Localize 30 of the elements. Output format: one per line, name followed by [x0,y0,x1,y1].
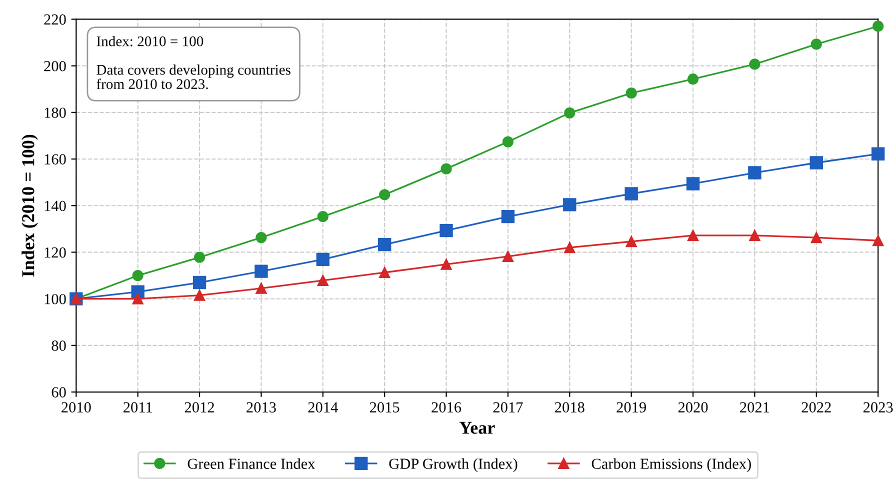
x-tick-label: 2023 [863,402,893,412]
x-tick-label: 2010 [62,402,91,412]
y-tick-label: 100 [44,294,66,304]
x-tick-label: 2012 [184,402,214,412]
x-tick-label: 2020 [678,402,708,412]
x-tick-label: 2011 [124,402,152,412]
x-tick-label: 2022 [802,402,831,412]
y-tick-label: 200 [44,60,66,72]
y-tick-label: 60 [52,387,66,398]
x-tick-label: 2014 [308,402,338,412]
x-tick-label: 2017 [493,402,523,412]
y-tick-label: 80 [52,340,66,351]
y-axis-title: Index (2010 = 100) [22,134,38,277]
y-tick-label: 140 [44,200,66,212]
y-tick-label: 120 [44,247,66,258]
x-tick-label: 2019 [616,402,646,412]
legend-label: Green Finance Index [188,458,316,469]
y-tick-label: 160 [44,154,66,164]
x-tick-label: 2013 [246,402,276,412]
annotation: Data covers developing countries from 2010 to 2023. [96,64,290,90]
x-tick-label: 2016 [432,402,462,412]
y-tick-label: 220 [44,14,66,25]
x-tick-label: 2021 [740,402,770,412]
legend-label: Carbon Emissions (Index) [592,458,751,472]
x-axis-title: Year [459,422,495,434]
x-tick-label: 2015 [370,402,400,412]
annotation: Index: 2010 = 100 [96,36,204,46]
y-tick-label: 180 [44,108,66,118]
x-tick-label: 2018 [555,402,584,412]
legend-label: GDP Growth (Index) [389,458,518,472]
